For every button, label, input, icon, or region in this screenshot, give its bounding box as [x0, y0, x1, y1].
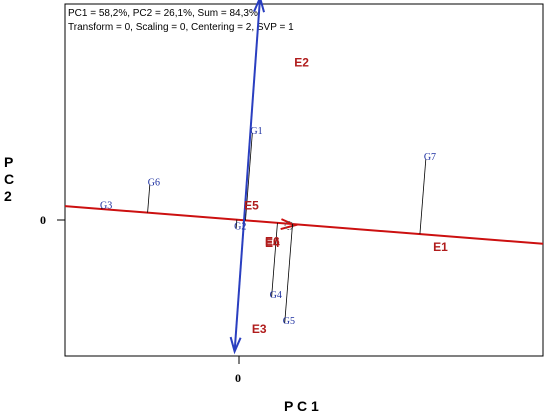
biplot-marks: G1 G2 G3 G4 G5 G6 G7 E1 E2 E3 E4 E5 E6 — [64, 0, 544, 355]
genotype-label-g1: G1 — [250, 126, 262, 137]
environment-label-e1: E1 — [433, 240, 448, 254]
stats-line-2: Transform = 0, Scaling = 0, Centering = … — [68, 22, 294, 33]
aec-ordinate-arrowhead-top — [253, 0, 266, 13]
projection-g4 — [271, 222, 278, 297]
genotype-label-g5: G5 — [283, 316, 295, 327]
projection-g2 — [235, 219, 238, 229]
projection-g7 — [419, 159, 427, 235]
environment-label-e5: E5 — [244, 198, 259, 212]
plot-frame — [64, 3, 544, 357]
y-axis-title-1: P — [4, 154, 13, 170]
environment-label-e6: E6 — [265, 235, 280, 249]
projection-g5 — [284, 224, 293, 323]
genotype-label-g3: G3 — [100, 201, 112, 212]
average-environment-marker — [284, 221, 294, 230]
environment-label-e2: E2 — [294, 55, 309, 69]
environment-label-e3: E3 — [252, 322, 267, 336]
x-axis-title: P C 1 — [284, 398, 319, 414]
projection-g1 — [245, 133, 253, 221]
aec-abscissa-line — [64, 205, 544, 245]
environment-label-e4: E4 — [265, 236, 280, 250]
genotype-label-g4: G4 — [270, 290, 282, 301]
genotype-label-g6: G6 — [148, 178, 160, 189]
aec-ordinate-line — [233, 0, 261, 352]
genotype-label-g2: G2 — [234, 221, 246, 232]
projection-g6 — [147, 184, 151, 213]
aec-ordinate-arrowhead-bottom — [229, 336, 242, 355]
y-axis-title-2: C — [4, 171, 14, 187]
y-tick-label: 0 — [40, 213, 46, 227]
y-axis-title-3: 2 — [4, 188, 12, 204]
stats-line-1: PC1 = 58,2%, PC2 = 26,1%, Sum = 84,3% — [68, 8, 258, 19]
x-tick-label: 0 — [235, 371, 241, 385]
genotype-label-g7: G7 — [424, 152, 436, 163]
